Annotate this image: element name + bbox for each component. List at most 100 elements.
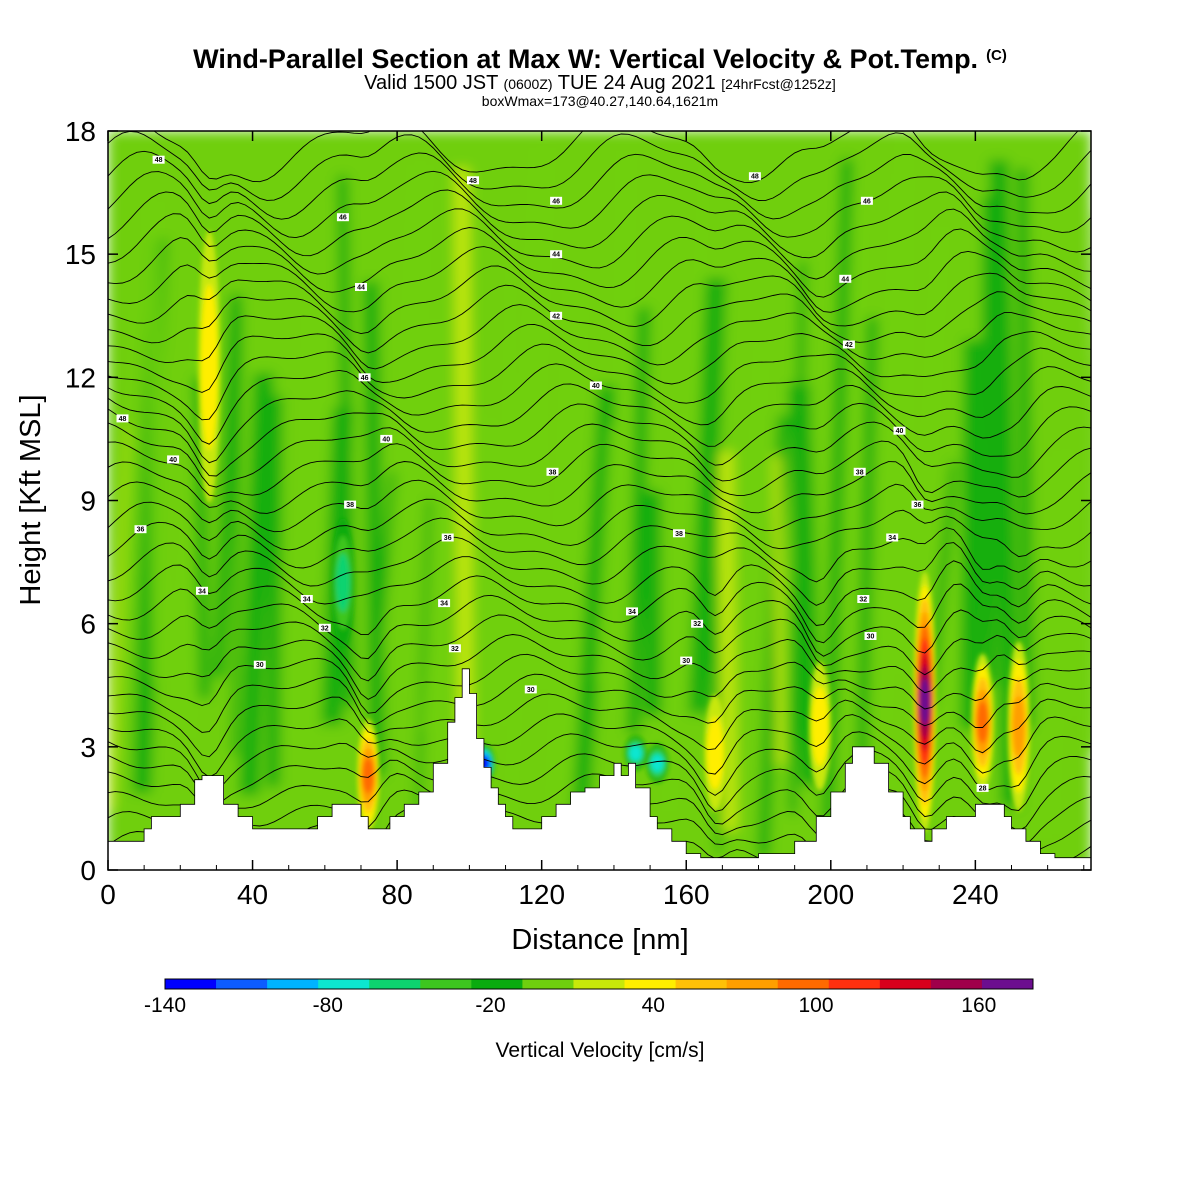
contour-label-text: 48 — [469, 178, 477, 185]
contour-label-text: 42 — [845, 342, 853, 349]
contour-label: 34 — [886, 533, 899, 542]
contour-label: 46 — [550, 196, 563, 205]
field-band — [839, 204, 867, 673]
isentrope-line — [108, 479, 1091, 533]
contour-label: 46 — [860, 196, 873, 205]
isentrope-line — [108, 265, 1091, 335]
contour-label-text: 34 — [888, 535, 896, 542]
colorbar-tick-label: -80 — [313, 994, 343, 1017]
valid-time-zulu: (0600Z) — [503, 76, 553, 92]
field-band — [413, 499, 433, 855]
downdraft-core — [335, 553, 350, 613]
y-tick-label: 9 — [80, 486, 96, 517]
downdraft-core — [629, 745, 642, 761]
contour-label-text: 32 — [859, 597, 867, 604]
contour-label-text: 36 — [137, 527, 145, 534]
contour-label-text: 40 — [382, 436, 390, 443]
contour-label-text: 38 — [549, 469, 557, 476]
forecast-info: [24hrFcst@1252z] — [721, 76, 836, 92]
field-band — [665, 413, 689, 811]
isentrope-line — [108, 594, 1091, 660]
contour-label-text: 44 — [552, 252, 560, 259]
field-band — [239, 373, 274, 795]
contour-label-bg — [976, 783, 989, 792]
updraft-core — [362, 757, 375, 794]
contour-label: 38 — [853, 467, 866, 476]
updraft-core — [976, 701, 989, 744]
valid-time-prefix: Valid 1500 JST — [364, 72, 498, 94]
contour-label-text: 46 — [339, 215, 347, 222]
contour-label: 48 — [116, 414, 129, 423]
x-tick-label: 200 — [807, 879, 854, 910]
isentrope-line — [108, 614, 1091, 682]
contour-label-bg — [839, 274, 852, 283]
downdraft-core — [651, 754, 664, 772]
contour-label: 34 — [196, 586, 208, 595]
updraft-core — [706, 716, 724, 790]
contour-label-bg — [860, 196, 873, 205]
colorbar-segment — [420, 979, 472, 989]
contour-label: 46 — [336, 213, 349, 222]
contour-label: 42 — [550, 311, 563, 320]
colorbar-frame — [164, 978, 1034, 990]
colorbar: -140 -80 -20 40 100 160 — [144, 978, 1034, 1017]
contour-label-bg — [380, 434, 393, 443]
contour-label: 48 — [467, 176, 479, 185]
contour-label-text: 30 — [682, 658, 690, 665]
colorbar-segment — [369, 979, 421, 989]
contour-label: 36 — [134, 525, 147, 534]
field-band — [231, 312, 243, 755]
isentrope-line — [108, 227, 1091, 298]
isentrope-line — [108, 170, 1091, 239]
colorbar-segment — [726, 979, 779, 989]
isentrope-line — [108, 246, 1091, 313]
y-axis-title: Height [Kft MSL] — [15, 394, 47, 605]
contour-label: 46 — [358, 373, 371, 382]
y-tick-label: 12 — [65, 362, 96, 393]
contour-label-bg — [853, 467, 866, 476]
y-tick-label: 15 — [65, 239, 96, 270]
contour-label-text: 46 — [361, 375, 369, 382]
field-band — [1055, 453, 1076, 716]
field-band — [821, 159, 854, 822]
contour-label-text: 34 — [303, 597, 311, 604]
isentrope-line — [108, 402, 1091, 477]
colorbar-segment — [471, 979, 523, 989]
field-band — [534, 353, 547, 689]
contour-label-bg — [116, 414, 129, 423]
contour-label-text: 44 — [841, 276, 849, 283]
contour-label-bg — [911, 500, 924, 509]
contour-label-bg — [344, 500, 357, 509]
x-tick-label: 160 — [663, 879, 710, 910]
colorbar-tick-label: -20 — [475, 994, 505, 1017]
field-band — [428, 319, 452, 846]
contour-label-bg — [589, 381, 602, 390]
colorbar-segment — [777, 979, 830, 989]
contour-label-text: 36 — [914, 502, 922, 509]
contour-label-bg — [355, 283, 367, 291]
contour-label-text: 38 — [856, 469, 864, 476]
contour-label-text: 38 — [346, 502, 354, 509]
colorbar-segment — [267, 979, 319, 989]
isentrope-line — [108, 131, 1091, 201]
contour-label: 44 — [550, 250, 563, 259]
contour-label-text: 48 — [751, 174, 759, 181]
contour-label: 44 — [355, 283, 367, 292]
x-tick-label: 80 — [382, 879, 413, 910]
contour-label-bg — [893, 426, 906, 435]
contour-label-bg — [336, 213, 349, 222]
isentrope-line — [108, 536, 1091, 606]
contour-label-bg — [550, 250, 563, 259]
colorbar-segment — [981, 979, 1034, 989]
box-wmax-info: boxWmax=173@40.27,140.64,1621m — [481, 93, 719, 109]
isentrope-line — [108, 150, 1091, 220]
field-band — [742, 344, 767, 666]
contour-label-bg — [886, 533, 899, 542]
contour-label-bg — [448, 644, 461, 653]
contour-label-text: 30 — [527, 687, 535, 694]
potential-temperature-contours — [108, 131, 1091, 870]
contour-label-text: 30 — [256, 662, 264, 669]
contour-labels: 48 48 40 36 34 34 32 30 46 44 46 40 38 36 34 32 30 48 46 44… — [116, 155, 989, 792]
isentrope-line — [108, 731, 1091, 796]
